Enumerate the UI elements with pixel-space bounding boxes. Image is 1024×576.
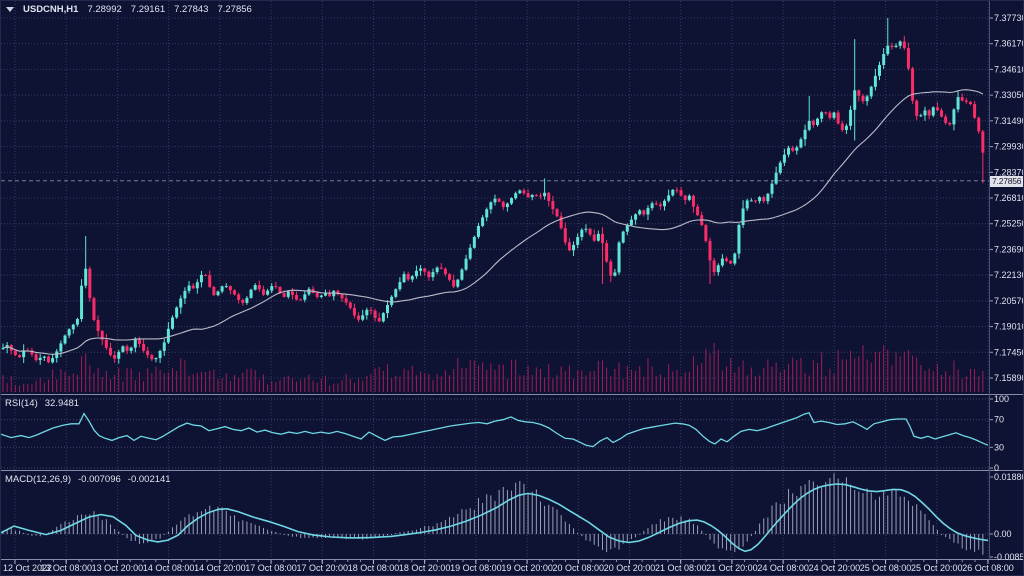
price-axis-label: 7.29930 [994, 142, 1024, 152]
rsi-indicator-label: RSI(14) 32.9481 [5, 398, 79, 409]
symbol-info: USDCNH,H1 7.28992 7.29161 7.27843 7.2785… [6, 4, 252, 15]
rsi-value: 32.9481 [44, 398, 80, 409]
price-axis-label: 7.28370 [994, 167, 1024, 177]
time-axis-label: 21 Oct 20:00 [706, 563, 758, 573]
time-axis-label: 25 Oct 08:00 [860, 563, 912, 573]
time-axis-label: 19 Oct 20:00 [501, 563, 553, 573]
price-axis-label: 7.33050 [994, 90, 1024, 100]
ohlc-low: 7.27843 [174, 4, 209, 15]
price-axis-label: 7.31490 [994, 116, 1024, 126]
time-axis-label: 13 Oct 20:00 [92, 563, 144, 573]
ohlc-close: 7.27856 [217, 4, 252, 15]
rsi-axis-label: 70 [994, 415, 1004, 425]
macd-signal-value: -0.002141 [127, 474, 171, 485]
macd-signal-line [1, 483, 989, 553]
indicators [1, 89, 989, 553]
rsi-axis-label: 0 [994, 463, 999, 473]
macd-main-value: -0.007096 [78, 474, 121, 485]
macd-indicator-label: MACD(12,26,9) -0.007096 -0.002141 [5, 474, 171, 485]
time-axis-label: 13 Oct 08:00 [40, 563, 92, 573]
time-axis-label: 21 Oct 08:00 [655, 563, 707, 573]
volume-bars [2, 342, 984, 555]
price-axis-label: 7.25250 [994, 219, 1024, 229]
macd-axis-label: -0.008528 [994, 552, 1024, 562]
time-axis-label: 19 Oct 08:00 [450, 563, 502, 573]
time-axis-label: 25 Oct 20:00 [911, 563, 963, 573]
time-axis-label: 14 Oct 08:00 [143, 563, 195, 573]
time-axis-label: 17 Oct 20:00 [296, 563, 348, 573]
price-axis-label: 7.36170 [994, 39, 1024, 49]
price-axis-label: 7.22130 [994, 270, 1024, 280]
rsi-axis-label: 30 [994, 442, 1004, 452]
time-axis-label: 26 Oct 08:00 [962, 563, 1014, 573]
grid-lines [1, 1, 1023, 560]
moving-average-line [2, 89, 984, 355]
price-axis-label: 7.34610 [994, 64, 1024, 74]
macd-axis-label: 0.00 [994, 529, 1012, 539]
price-axis-label: 7.20570 [994, 296, 1024, 306]
time-axis-label: 18 Oct 08:00 [348, 563, 400, 573]
rsi-line [1, 412, 989, 448]
price-axis-label: 7.19010 [994, 322, 1024, 332]
time-axis-label: 17 Oct 08:00 [245, 563, 297, 573]
ohlc-high: 7.29161 [130, 4, 166, 15]
price-axis-label: 7.26810 [994, 193, 1024, 203]
rsi-axis-label: 100 [994, 394, 1009, 404]
time-axis-label: 24 Oct 20:00 [809, 563, 861, 573]
time-axis-label: 14 Oct 20:00 [194, 563, 246, 573]
candles [1, 18, 985, 365]
price-axis-label: 7.15890 [994, 373, 1024, 383]
time-axis-label: 20 Oct 20:00 [604, 563, 656, 573]
chevron-down-icon[interactable] [6, 7, 14, 12]
time-axis-label: 18 Oct 20:00 [399, 563, 451, 573]
current-price-label: 7.27856 [990, 175, 1023, 187]
ohlc-open: 7.28992 [87, 4, 122, 15]
price-axis-label: 7.23690 [994, 244, 1024, 254]
rsi-title: RSI(14) [5, 398, 38, 409]
price-axis[interactable]: 7.37730 7.36170 7.34610 7.33050 7.31490 7.299… [989, 1, 1024, 562]
price-axis-label: 7.17450 [994, 347, 1024, 357]
time-axis-label: 20 Oct 08:00 [553, 563, 605, 573]
macd-axis-label: 0.018801 [994, 472, 1024, 482]
time-axis-label: 24 Oct 08:00 [757, 563, 809, 573]
macd-title: MACD(12,26,9) [5, 474, 71, 485]
symbol-period-label: USDCNH,H1 [23, 4, 79, 15]
time-axis-label: 12 Oct 2022 [3, 563, 52, 573]
price-axis-label: 7.37730 [994, 13, 1024, 23]
